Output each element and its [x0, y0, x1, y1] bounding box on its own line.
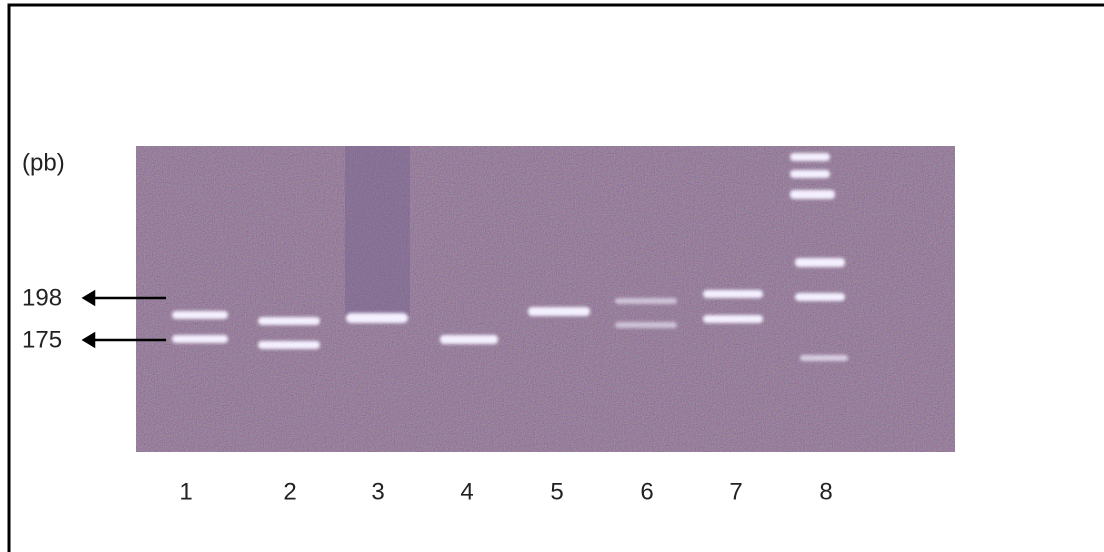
arrows — [81, 289, 166, 349]
arrow-head — [81, 331, 96, 349]
size-marker: 175 — [22, 326, 62, 353]
band — [440, 335, 498, 344]
bands — [172, 153, 848, 361]
band — [795, 293, 845, 301]
frame — [7, 3, 1104, 552]
lane-label: 6 — [640, 478, 653, 505]
lane-label: 8 — [819, 478, 832, 505]
band — [703, 315, 763, 323]
band — [615, 298, 677, 304]
lane-label: 7 — [729, 478, 742, 505]
band — [346, 313, 408, 323]
band — [258, 341, 320, 349]
size-unit: (pb) — [22, 149, 65, 176]
lane-label: 3 — [371, 478, 384, 505]
band — [795, 258, 845, 267]
band — [172, 335, 228, 343]
band — [615, 322, 677, 328]
band — [790, 190, 835, 199]
band — [790, 170, 830, 178]
lane-smear — [345, 146, 410, 316]
band — [258, 317, 320, 325]
band — [528, 307, 590, 316]
lane-label: 2 — [283, 478, 296, 505]
band — [703, 290, 763, 298]
lane-labels: 1 2 3 4 5 6 7 8 — [179, 478, 832, 505]
size-marker: 198 — [22, 284, 62, 311]
gel — [136, 146, 955, 452]
lane-label: 1 — [179, 478, 192, 505]
arrow-head — [81, 289, 96, 307]
band — [172, 311, 228, 319]
band — [800, 355, 848, 361]
lane-label: 5 — [550, 478, 563, 505]
lane-label: 4 — [460, 478, 473, 505]
band — [790, 153, 830, 161]
